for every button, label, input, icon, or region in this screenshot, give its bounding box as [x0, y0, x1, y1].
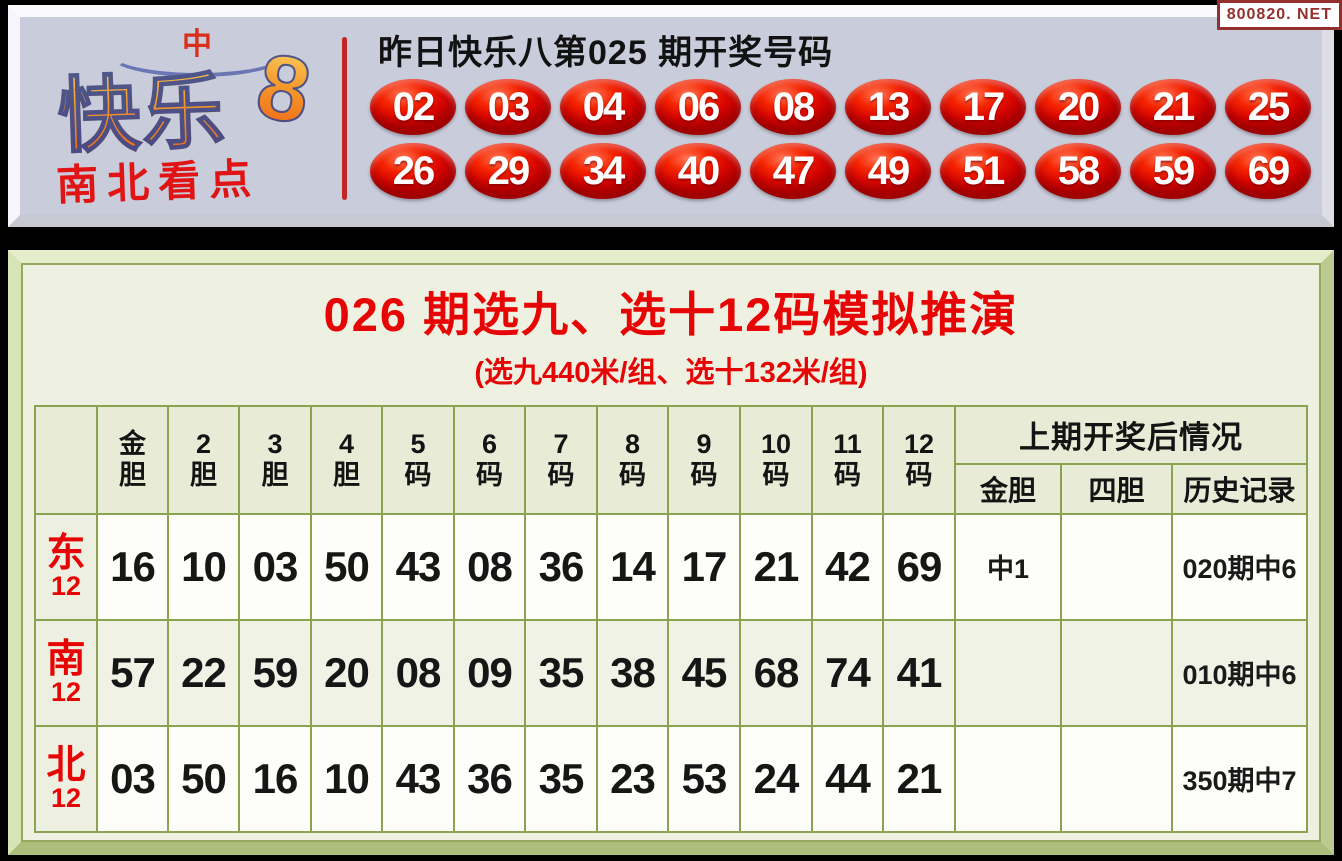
sidan-cell	[1059, 512, 1173, 621]
lottery-ball: 29	[465, 143, 551, 199]
col-header-11ma: 11 码	[810, 404, 884, 515]
number-cell: 35	[523, 618, 598, 727]
number-cell: 10	[166, 512, 240, 621]
lottery-ball: 08	[750, 79, 836, 135]
number-cell: 08	[380, 618, 455, 727]
jindan-cell	[953, 618, 1062, 727]
history-cell: 020期中6	[1170, 512, 1309, 621]
draw-title: 昨日快乐八第025 期开奖号码	[378, 34, 834, 72]
row-label-south: 南 12	[33, 618, 98, 727]
jindan-cell: 中1	[953, 512, 1062, 621]
number-cell: 17	[666, 512, 741, 621]
number-cell: 21	[881, 724, 956, 833]
number-cell: 36	[523, 512, 598, 621]
lottery-ball: 49	[845, 143, 931, 199]
row-label-east: 东 12	[33, 512, 98, 621]
number-cell: 16	[237, 724, 312, 833]
lottery-ball: 69	[1225, 143, 1311, 199]
lottery-ball: 06	[655, 79, 741, 135]
lottery-ball: 40	[655, 143, 741, 199]
kuaile8-logo: 中 快乐 8 南北看点	[50, 19, 350, 209]
sidan-cell	[1059, 618, 1173, 727]
lottery-ball: 26	[370, 143, 456, 199]
col-header-jindan: 金胆	[95, 404, 169, 515]
vertical-divider	[342, 37, 347, 200]
number-cell: 16	[95, 512, 169, 621]
number-cell: 09	[452, 618, 526, 727]
lottery-ball: 47	[750, 143, 836, 199]
lottery-ball: 20	[1035, 79, 1121, 135]
number-cell: 24	[738, 724, 813, 833]
lottery-badge-icon: 中	[182, 28, 212, 61]
number-cell: 42	[810, 512, 884, 621]
number-cell: 35	[523, 724, 598, 833]
results-panel: 026 期选九、选十12码模拟推演 (选九440米/组、选十132米/组) 金胆…	[8, 250, 1334, 855]
lottery-ball: 02	[370, 79, 456, 135]
number-cell: 22	[166, 618, 240, 727]
number-cell: 50	[309, 512, 383, 621]
number-cell: 14	[595, 512, 669, 621]
lottery-ball: 25	[1225, 79, 1311, 135]
result-header: 上期开奖后情况	[953, 404, 1309, 465]
history-cell: 010期中6	[1170, 618, 1309, 727]
number-cell: 03	[237, 512, 312, 621]
number-cell: 57	[95, 618, 169, 727]
history-cell: 350期中7	[1170, 724, 1309, 833]
lottery-balls-grid: 02 03 04 06 08 13 17 20 21 25 26 29 34 4…	[370, 79, 1311, 199]
number-cell: 68	[738, 618, 813, 727]
lottery-ball: 17	[940, 79, 1026, 135]
corner-cell	[33, 404, 98, 515]
logo-subtitle: 南北看点	[55, 154, 261, 210]
sub-header-history: 历史记录	[1170, 462, 1309, 515]
number-cell: 20	[309, 618, 383, 727]
jindan-cell	[953, 724, 1062, 833]
lottery-ball: 03	[465, 79, 551, 135]
results-panel-inner: 026 期选九、选十12码模拟推演 (选九440米/组、选十132米/组) 金胆…	[21, 263, 1321, 842]
row-label-north: 北 12	[33, 724, 98, 833]
sidan-cell	[1059, 724, 1173, 833]
lottery-ball: 21	[1130, 79, 1216, 135]
lottery-ball: 13	[845, 79, 931, 135]
number-cell: 03	[95, 724, 169, 833]
lottery-ball: 04	[560, 79, 646, 135]
number-cell: 43	[380, 724, 455, 833]
header-panel: 中 快乐 8 南北看点 昨日快乐八第025 期开奖号码 02 03 04 06 …	[8, 5, 1334, 227]
simulation-title: 026 期选九、选十12码模拟推演	[323, 288, 1019, 341]
sub-header-jindan: 金胆	[953, 462, 1062, 515]
number-cell: 23	[595, 724, 669, 833]
number-cell: 74	[810, 618, 884, 727]
number-cell: 08	[452, 512, 526, 621]
site-badge: 800820. NET	[1216, 0, 1342, 30]
sub-header-sidan: 四胆	[1059, 462, 1173, 515]
number-cell: 43	[380, 512, 455, 621]
number-cell: 41	[881, 618, 956, 727]
lottery-ball: 34	[560, 143, 646, 199]
col-header-12ma: 12 码	[881, 404, 956, 515]
number-cell: 44	[810, 724, 884, 833]
number-cell: 59	[237, 618, 312, 727]
lottery-ball: 59	[1130, 143, 1216, 199]
lottery-ball: 51	[940, 143, 1026, 199]
number-cell: 38	[595, 618, 669, 727]
col-header-10ma: 10 码	[738, 404, 813, 515]
number-cell: 36	[452, 724, 526, 833]
lottery-ball: 58	[1035, 143, 1121, 199]
number-cell: 45	[666, 618, 741, 727]
number-cell: 10	[309, 724, 383, 833]
number-cell: 53	[666, 724, 741, 833]
number-cell: 69	[881, 512, 956, 621]
number-cell: 21	[738, 512, 813, 621]
number-cell: 50	[166, 724, 240, 833]
simulation-subtitle: (选九440米/组、选十132米/组)	[474, 356, 868, 389]
